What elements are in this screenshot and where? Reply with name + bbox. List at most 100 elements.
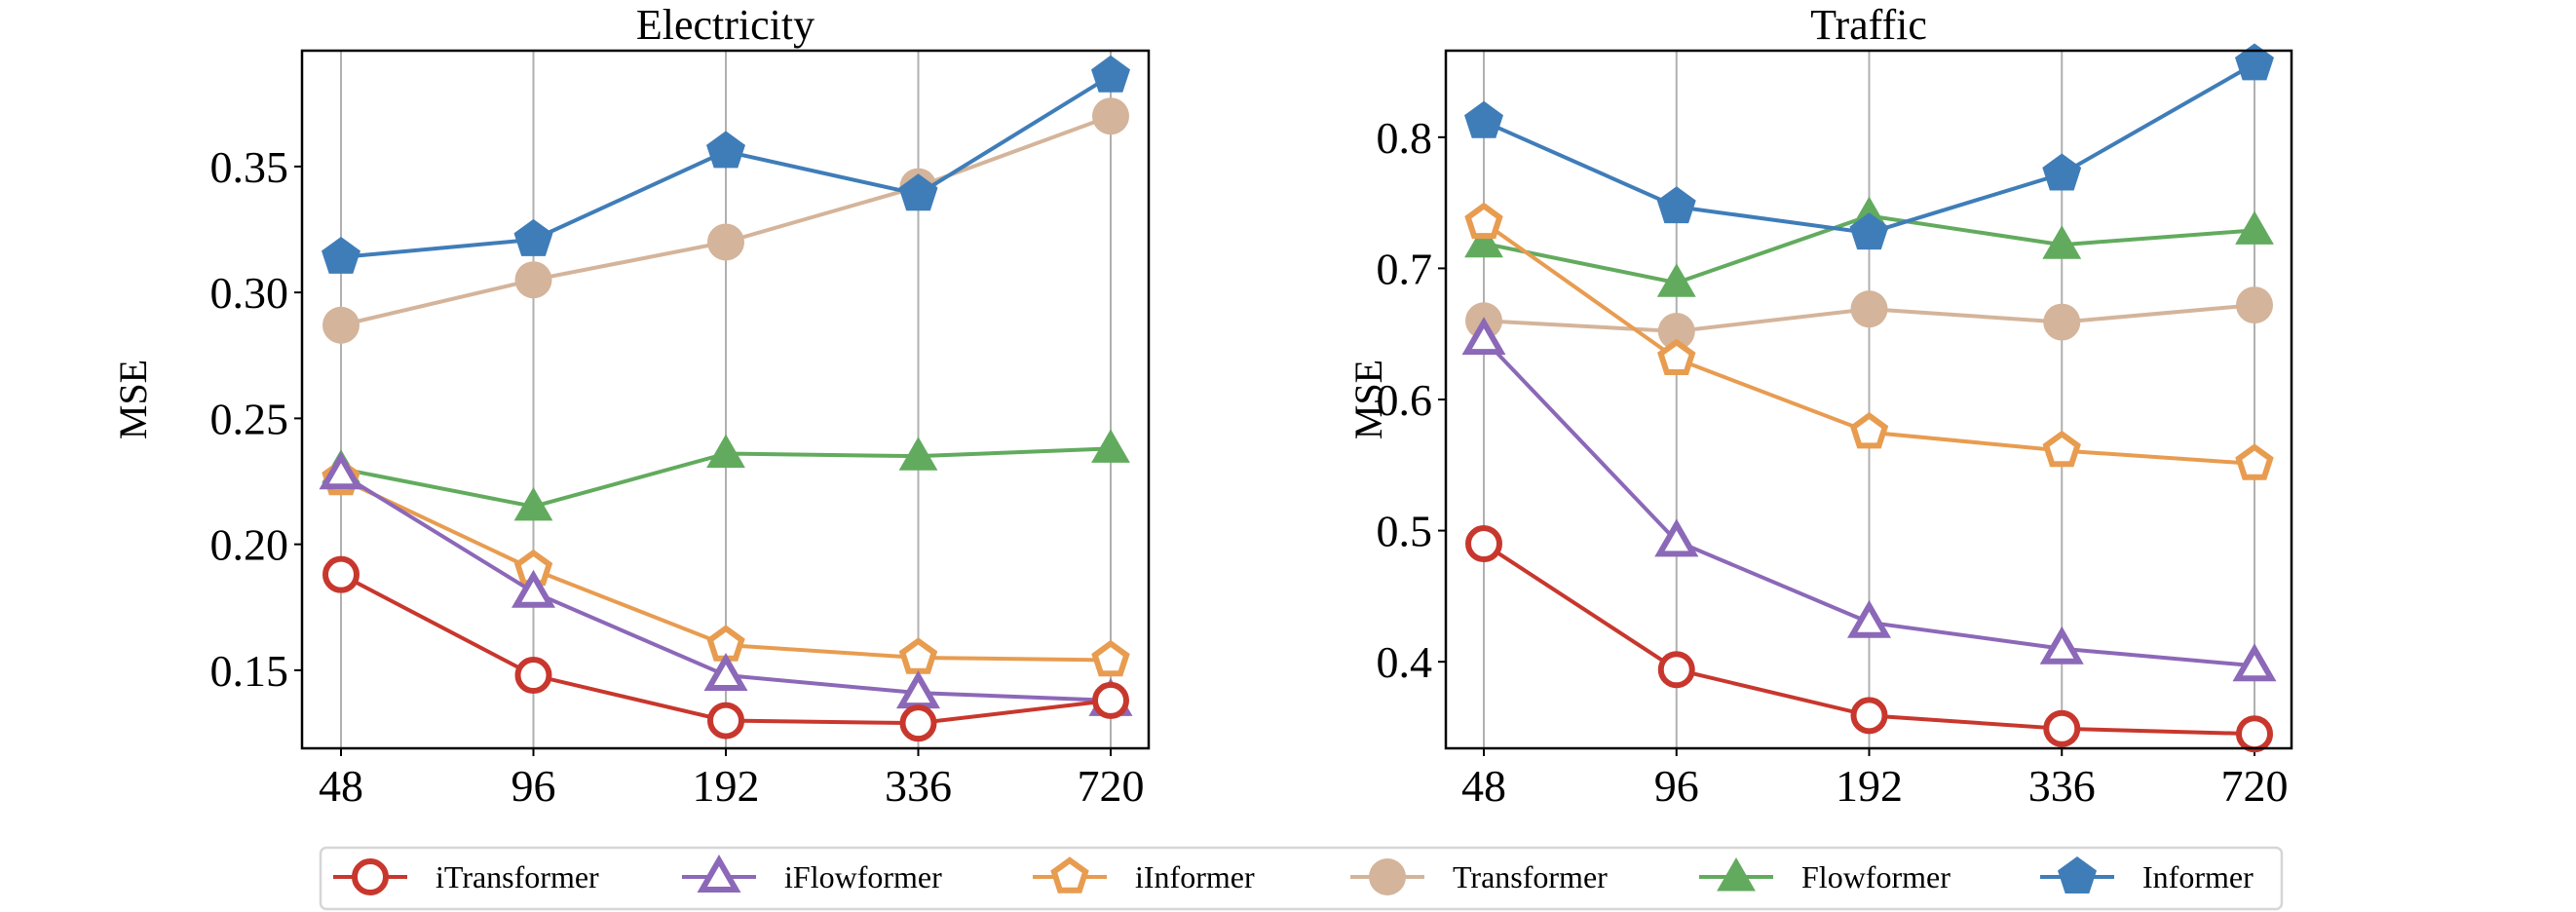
hollow-pentagon-icon (1050, 856, 1089, 893)
data-point (1465, 525, 1502, 563)
chart-title: Electricity (636, 1, 814, 49)
data-point (896, 670, 940, 709)
x-tick-label: 720 (2221, 761, 2289, 811)
filled-triangle-icon (1717, 857, 1756, 892)
legend-label: Transformer (1453, 859, 1608, 894)
legend: iTransformer iFlowformer iInformer Transfor… (319, 846, 2284, 911)
data-point (2236, 286, 2273, 324)
data-point (1464, 100, 1503, 138)
data-point (2235, 443, 2274, 480)
x-tick-label: 48 (1461, 761, 1506, 811)
legend-entry-iinformer: iInformer (1033, 856, 1255, 894)
data-point (703, 652, 748, 691)
data-point (899, 704, 937, 742)
x-tick-label: 720 (1078, 761, 1145, 811)
y-tick-label: 0.4 (1377, 637, 1433, 687)
data-point (2042, 225, 2082, 259)
y-tick-label: 0.8 (1377, 113, 1433, 163)
data-point (1461, 317, 1506, 356)
data-point (1091, 639, 1130, 677)
x-tick-label: 48 (319, 761, 363, 811)
data-point (514, 657, 552, 695)
legend-label: iFlowformer (784, 859, 942, 894)
data-point (1850, 697, 1888, 735)
legend-entry-itransformer: iTransformer (333, 858, 599, 895)
data-point (1654, 518, 1699, 557)
data-point (1850, 290, 1888, 328)
data-point (2043, 709, 2081, 747)
y-tick-label: 0.25 (210, 394, 289, 443)
data-point (322, 306, 360, 344)
legend-label: Informer (2142, 859, 2254, 894)
data-point (2232, 643, 2277, 682)
series-iflowformer (1461, 317, 2277, 682)
data-point (898, 173, 938, 211)
x-tick-label: 192 (693, 761, 760, 811)
legend-label: Flowformer (1801, 859, 1951, 894)
data-point (1657, 651, 1695, 689)
series-iinformer (1464, 202, 2274, 480)
y-tick-label: 0.20 (210, 520, 289, 570)
series-itransformer (1465, 525, 2273, 753)
hollow-triangle-icon (697, 854, 741, 893)
data-point (707, 702, 744, 740)
data-point (706, 434, 745, 469)
y-tick-label: 0.35 (210, 142, 289, 192)
data-point (514, 261, 552, 299)
data-point (1091, 429, 1130, 463)
data-point (1656, 263, 1696, 297)
data-point (322, 555, 360, 593)
data-point (1092, 681, 1129, 719)
data-point (1657, 338, 1696, 375)
data-point (2043, 303, 2081, 341)
legend-entry-iflowformer: iFlowformer (682, 854, 942, 894)
series-itransformer (322, 555, 1129, 742)
data-point (1847, 599, 1891, 638)
filled-pentagon-icon (2058, 856, 2097, 893)
x-tick-label: 192 (1836, 761, 1903, 811)
plot-frame (300, 49, 1151, 750)
plot-frame (1444, 49, 2293, 750)
data-point (2235, 210, 2274, 245)
data-point (1657, 313, 1695, 351)
legend-box (319, 846, 2284, 911)
data-point (1849, 411, 1889, 449)
legend-entry-informer: Informer (2040, 856, 2254, 894)
y-axis-label: MSE (1346, 360, 1390, 439)
x-tick-label: 336 (885, 761, 952, 811)
y-tick-label: 0.6 (1377, 375, 1433, 425)
data-point (1464, 223, 1503, 258)
data-point (1092, 97, 1129, 135)
y-tick-label: 0.30 (210, 268, 289, 318)
data-point (898, 637, 938, 674)
data-point (513, 218, 553, 256)
chart-panel-electricity: 48 96 192 336 720 0.15 0.20 0.25 0.30 0.35 Electri… (111, 1, 1151, 811)
series-informer (322, 55, 1130, 274)
legend-label: iTransformer (436, 859, 599, 894)
series-transformer (322, 97, 1129, 344)
data-point (322, 237, 360, 274)
data-point (2042, 153, 2082, 191)
data-point (513, 486, 553, 521)
data-point (319, 451, 363, 490)
y-tick-label: 0.15 (210, 646, 289, 696)
x-tick-label: 96 (511, 761, 556, 811)
y-tick-label: 0.7 (1377, 244, 1433, 293)
data-point (2236, 715, 2273, 753)
data-point (1464, 202, 1503, 240)
legend-label: iInformer (1135, 859, 1255, 894)
data-point (1849, 212, 1889, 250)
chart-panel-traffic: 48 96 192 336 720 0.4 0.5 0.6 0.7 0.8 Traffic MSE (1346, 1, 2293, 811)
data-point (2235, 43, 2274, 81)
hollow-circle-icon (352, 858, 389, 895)
y-axis-label: MSE (111, 360, 155, 439)
data-point (707, 223, 744, 261)
data-point (898, 437, 938, 471)
legend-entry-flowformer: Flowformer (1699, 857, 1951, 894)
chart-title: Traffic (1810, 1, 1927, 49)
series-transformer (1465, 286, 2273, 351)
data-point (706, 131, 745, 169)
y-tick-label: 0.5 (1377, 507, 1433, 556)
filled-circle-icon (1369, 858, 1406, 895)
